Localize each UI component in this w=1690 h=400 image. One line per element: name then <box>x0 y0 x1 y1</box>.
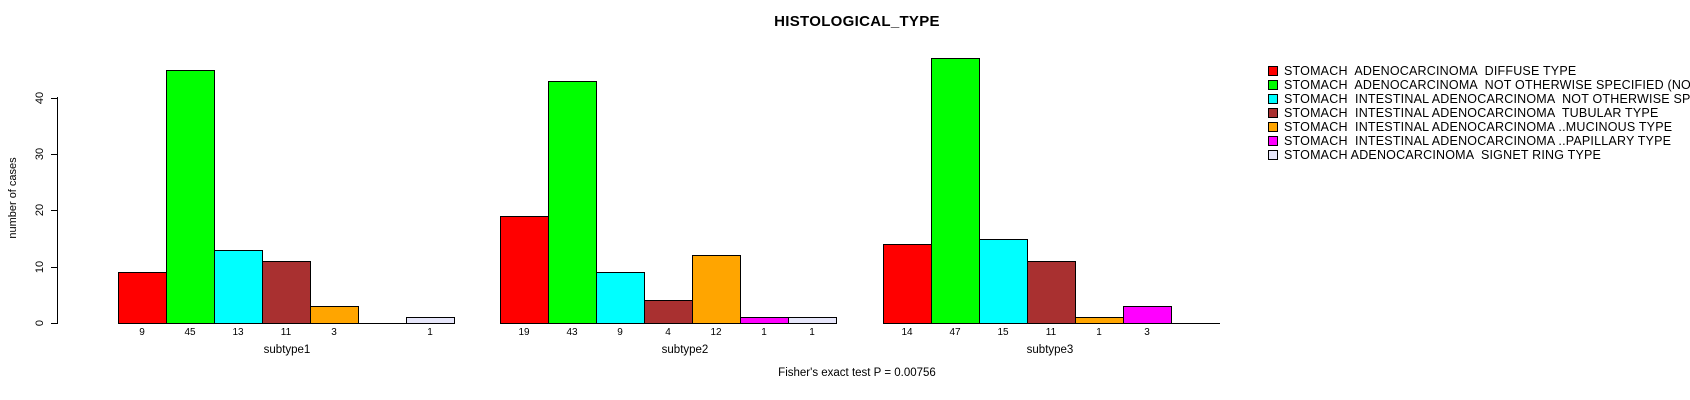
legend-label: STOMACH ADENOCARCINOMA SIGNET RING TYPE <box>1284 148 1602 162</box>
plot-subtype3: 14 47 15 11 1 3 <box>883 0 1223 400</box>
bar-value-label: 1 <box>1096 327 1102 338</box>
bar-value-label: 15 <box>997 327 1009 338</box>
legend-swatch <box>1268 94 1278 104</box>
bar <box>166 70 215 324</box>
group-label-subtype2: subtype2 <box>661 344 709 356</box>
y-axis-label: number of cases <box>7 157 19 239</box>
bar <box>979 239 1028 324</box>
bar <box>1027 261 1076 324</box>
y-tick-label: 40 <box>34 91 46 104</box>
bar-value-label: 12 <box>710 327 722 338</box>
y-axis <box>57 97 58 324</box>
bar-value-label: 4 <box>665 327 671 338</box>
fisher-test-note: Fisher's exact test P = 0.00756 <box>778 367 936 379</box>
y-tick-mark <box>51 266 57 268</box>
bar-value-label: 3 <box>331 327 337 338</box>
bar <box>1123 306 1172 324</box>
bar <box>931 58 980 324</box>
bar <box>644 300 693 324</box>
bar <box>214 250 263 324</box>
bar <box>596 272 645 324</box>
legend-swatch <box>1268 80 1278 90</box>
bar <box>500 216 549 324</box>
plot-subtype2: 19 43 9 4 12 1 1 <box>500 0 840 400</box>
bar-value-label: 19 <box>518 327 530 338</box>
y-tick-label: 20 <box>34 204 46 217</box>
bar <box>548 81 597 324</box>
legend-label: STOMACH INTESTINAL ADENOCARCINOMA TUBULA… <box>1284 106 1659 120</box>
y-tick-mark <box>51 323 57 324</box>
x-baseline <box>883 323 1220 324</box>
bar-value-label: 11 <box>280 327 292 338</box>
y-tick-mark <box>51 154 57 155</box>
legend-swatch <box>1268 150 1278 160</box>
legend-swatch <box>1268 136 1278 146</box>
bar <box>262 261 311 324</box>
bar-value-label: 13 <box>232 327 244 338</box>
bar <box>118 272 167 324</box>
legend-swatch <box>1268 66 1278 76</box>
group-label-subtype1: subtype1 <box>263 344 311 356</box>
bar-value-label: 47 <box>949 327 961 338</box>
bar-value-label: 14 <box>901 327 913 338</box>
legend-label: STOMACH INTESTINAL ADENOCARCINOMA NOT OT… <box>1284 92 1690 106</box>
bar-value-label: 43 <box>566 327 578 338</box>
chart-title: HISTOLOGICAL_TYPE <box>774 13 940 30</box>
bar-value-label: 1 <box>809 327 815 338</box>
legend-swatch <box>1268 108 1278 118</box>
bar-value-label: 11 <box>1045 327 1057 338</box>
y-tick-label: 30 <box>34 147 46 161</box>
bar-value-label: 1 <box>761 327 767 338</box>
bar <box>692 255 741 324</box>
bar <box>310 306 359 324</box>
bar-value-label: 3 <box>1144 327 1150 338</box>
legend-label: STOMACH INTESTINAL ADENOCARCINOMA ..MUCI… <box>1284 120 1673 134</box>
bar <box>883 244 932 324</box>
bar-value-label: 9 <box>617 327 623 338</box>
bar-value-label: 9 <box>139 327 145 338</box>
x-baseline <box>500 323 837 324</box>
legend-label: STOMACH INTESTINAL ADENOCARCINOMA ..PAPI… <box>1284 134 1672 148</box>
y-tick-mark <box>51 210 57 212</box>
x-baseline <box>118 323 455 324</box>
y-tick-label: 0 <box>34 319 46 327</box>
bar-value-label: 45 <box>184 327 196 338</box>
y-tick-label: 10 <box>34 260 46 273</box>
group-label-subtype3: subtype3 <box>1026 344 1074 356</box>
y-tick-mark <box>51 97 57 99</box>
legend-swatch <box>1268 122 1278 132</box>
plot-subtype1: 9 45 13 11 3 1 <box>118 0 458 400</box>
legend-label: STOMACH ADENOCARCINOMA DIFFUSE TYPE <box>1284 64 1577 78</box>
bar-value-label: 1 <box>427 327 433 338</box>
legend-label: STOMACH ADENOCARCINOMA NOT OTHERWISE SPE… <box>1284 78 1690 92</box>
